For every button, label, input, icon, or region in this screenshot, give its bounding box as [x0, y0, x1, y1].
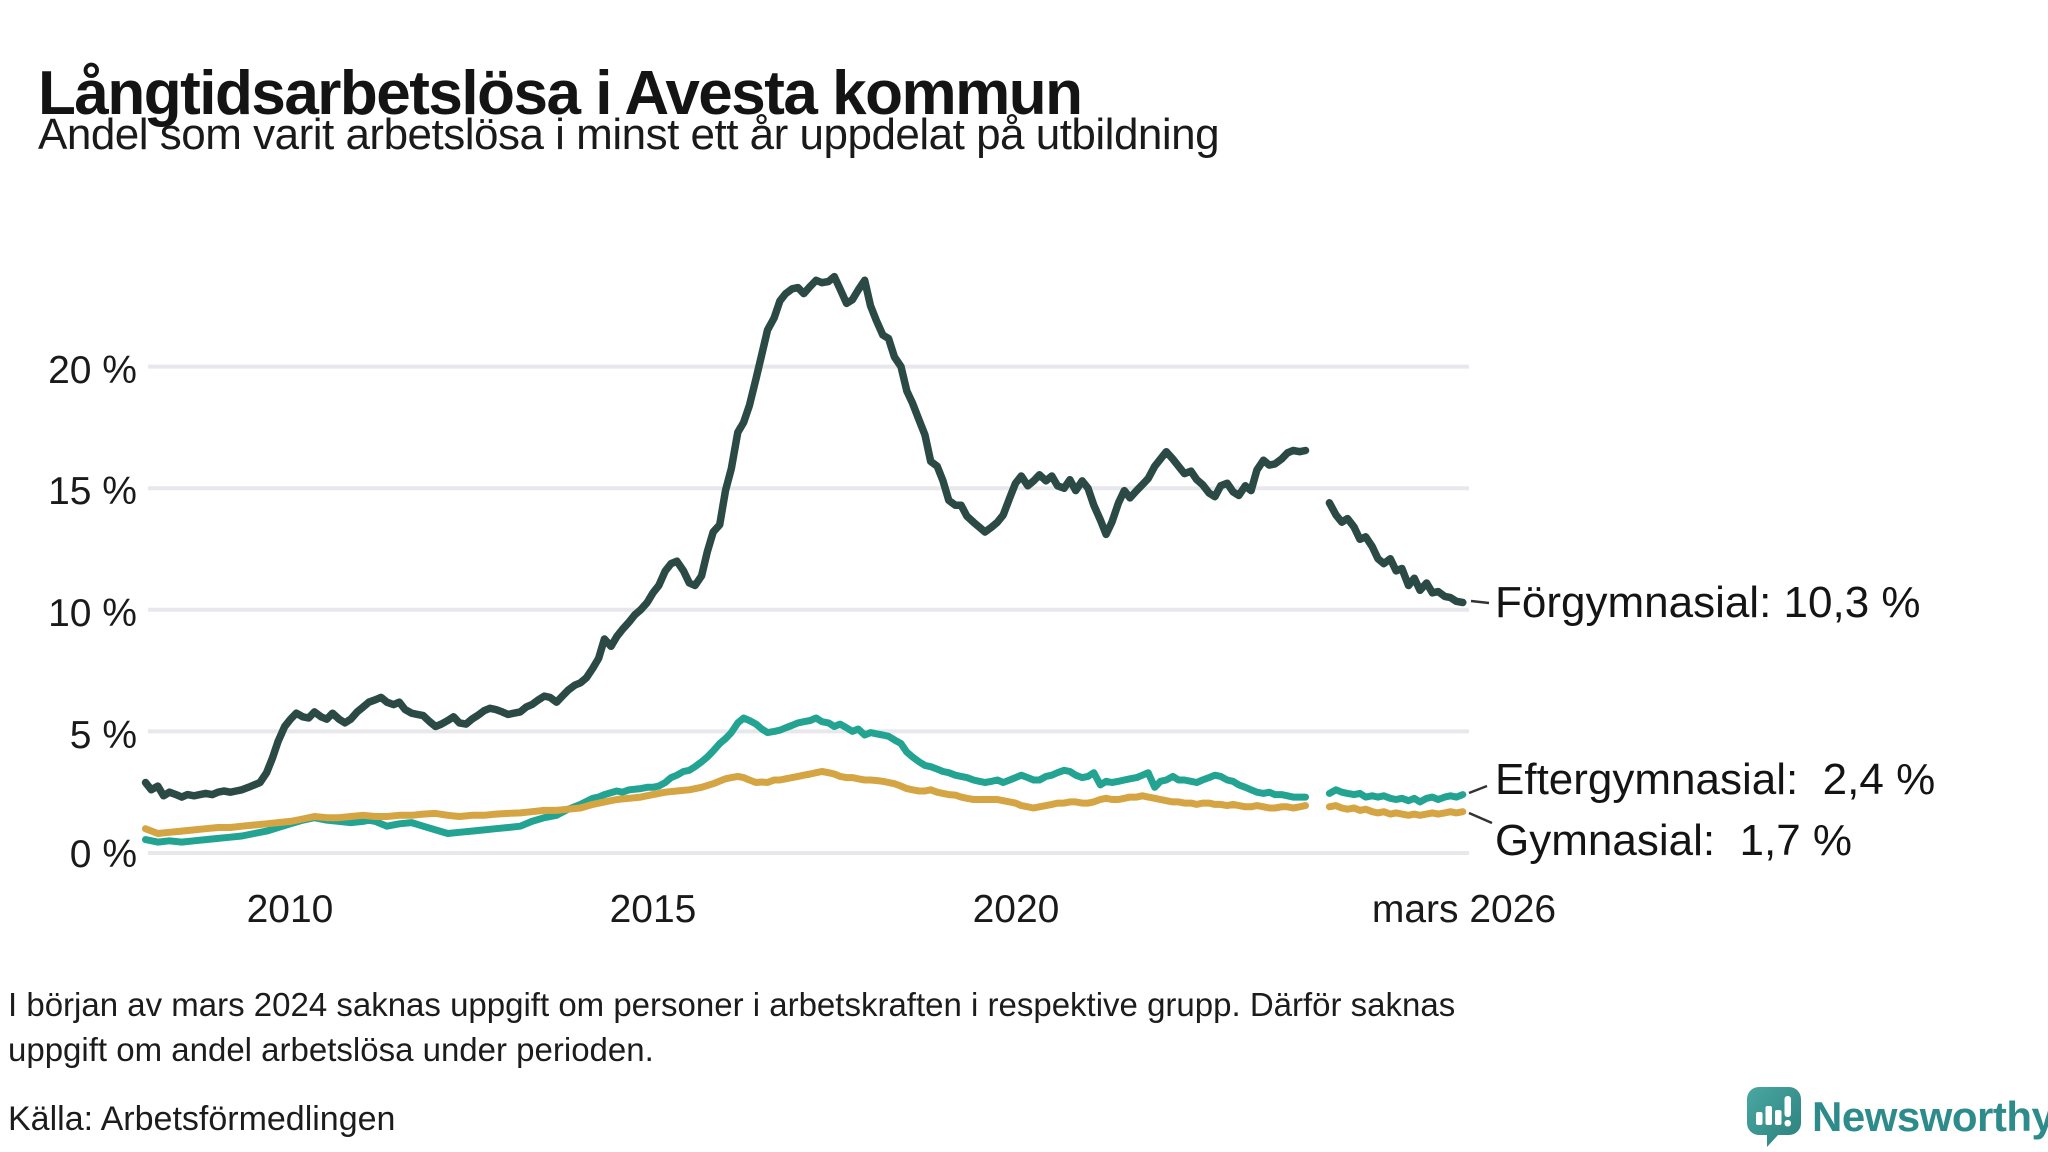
series-label-forgymnasial: Förgymnasial: 10,3 %	[1495, 578, 1921, 627]
series-line-eftergymnasial	[142, 714, 1309, 846]
newsworthy-logo-icon	[1747, 1087, 1801, 1147]
y-axis-tick-0: 0 %	[69, 833, 137, 876]
newsworthy-branding: Newsworthy	[1746, 1086, 2048, 1148]
series-label-gymnasial: Gymnasial: 1,7 %	[1495, 816, 1853, 865]
page-title: Långtidsarbetslösa i Avesta kommun	[38, 58, 1083, 128]
series-line-gymnasial	[142, 768, 1309, 837]
source-attribution: Källa: Arbetsförmedlingen	[8, 1100, 396, 1138]
x-axis-tick-mars-2026: mars 2026	[1371, 888, 1557, 931]
series-line-forgymnasial	[141, 272, 1310, 801]
series-label-eftergymnasial: Eftergymnasial: 2,4 %	[1495, 755, 1936, 804]
y-axis-tick-20: 20 %	[48, 349, 137, 392]
series-line-gymnasial	[1325, 802, 1467, 819]
y-axis-tick-5: 5 %	[69, 714, 137, 757]
newsworthy-logo-text: Newsworthy	[1812, 1093, 2048, 1140]
x-axis-tick-2020: 2020	[972, 888, 1060, 931]
series-line-forgymnasial	[1325, 499, 1467, 607]
label-connector	[1468, 811, 1493, 825]
chart-footnote: I början av mars 2024 saknas uppgift om …	[8, 986, 1456, 1068]
series-line-eftergymnasial	[1325, 786, 1467, 806]
x-axis-tick-2015: 2015	[609, 888, 697, 931]
chart-subtitle: Andel som varit arbetslösa i minst ett å…	[38, 110, 1220, 159]
label-connector	[1468, 784, 1488, 795]
x-axis-tick-2010: 2010	[246, 888, 334, 931]
y-axis-tick-10: 10 %	[48, 592, 137, 635]
label-connector	[1470, 599, 1490, 605]
y-axis-tick-15: 15 %	[48, 470, 137, 513]
